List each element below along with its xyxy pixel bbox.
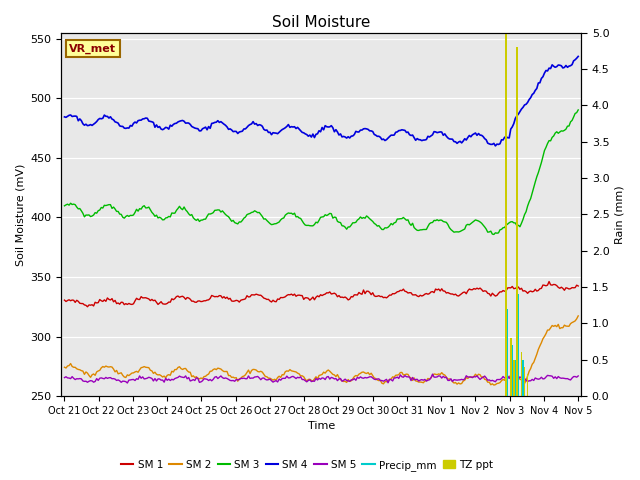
Bar bbox=[515, 360, 516, 396]
Title: Soil Moisture: Soil Moisture bbox=[272, 15, 371, 30]
Bar bbox=[510, 338, 511, 396]
Bar bbox=[527, 374, 529, 396]
Bar bbox=[521, 352, 522, 396]
Legend: SM 1, SM 2, SM 3, SM 4, SM 5, Precip_mm, TZ ppt: SM 1, SM 2, SM 3, SM 4, SM 5, Precip_mm,… bbox=[116, 456, 498, 475]
Bar bbox=[518, 294, 519, 396]
Bar bbox=[513, 360, 515, 396]
Bar bbox=[507, 309, 508, 396]
Y-axis label: Rain (mm): Rain (mm) bbox=[615, 185, 625, 244]
Bar bbox=[506, 33, 507, 396]
Y-axis label: Soil Moisture (mV): Soil Moisture (mV) bbox=[15, 163, 25, 265]
X-axis label: Time: Time bbox=[308, 421, 335, 432]
Bar bbox=[511, 345, 513, 396]
Bar bbox=[522, 360, 524, 396]
Text: VR_met: VR_met bbox=[69, 44, 116, 54]
Bar bbox=[516, 47, 518, 396]
Bar bbox=[524, 367, 525, 396]
